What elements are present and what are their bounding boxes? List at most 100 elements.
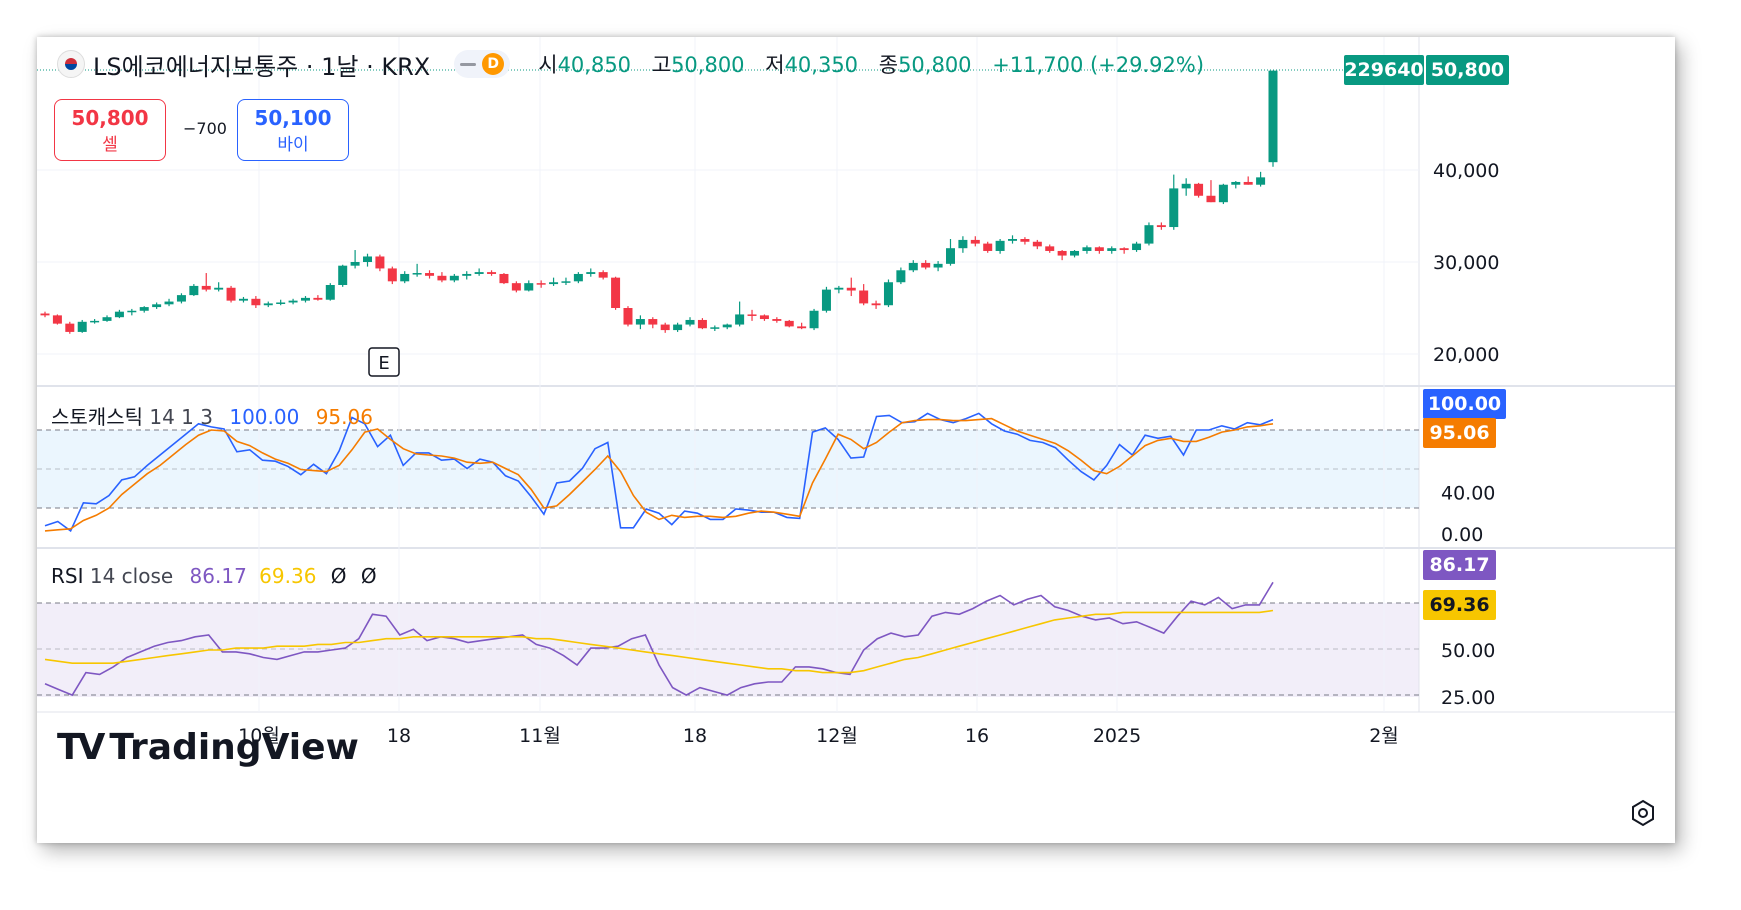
stoch-params: 14 1 3 (149, 405, 213, 429)
time-tick-label: 16 (965, 725, 989, 747)
candle-body (598, 272, 608, 278)
candle-body (859, 290, 869, 304)
candle-body (1206, 195, 1216, 203)
candle-body (387, 268, 397, 282)
candle-body (710, 327, 720, 329)
candle-body (673, 324, 683, 331)
candle-body (735, 314, 745, 325)
candle-body (809, 310, 819, 329)
sell-button[interactable]: 50,800 셀 (54, 99, 166, 161)
collapse-icon (460, 62, 477, 66)
stoch-k-tag: 100.00 (1423, 389, 1506, 419)
candle-body (201, 285, 211, 290)
open-label: 시 (538, 53, 558, 77)
candle-body (995, 240, 1005, 251)
price-tick-label: 40,000 (1433, 160, 1499, 182)
candle-body (1045, 246, 1055, 251)
candle-body (635, 319, 645, 325)
close-value: 50,800 (898, 53, 972, 77)
candle-body (276, 302, 286, 304)
time-tick-label: 12월 (816, 725, 858, 747)
candle-body (722, 324, 732, 328)
symbol-title[interactable]: LS에코에너지보통주 · 1날 · KRX (93, 52, 431, 81)
candle-body (325, 285, 335, 300)
candle-body (40, 313, 50, 316)
candle-body (1169, 188, 1179, 228)
buy-button[interactable]: 50,100 바이 (237, 99, 349, 161)
candle-body (660, 324, 670, 331)
low-value: 40,350 (784, 53, 859, 77)
rsi-ma-line (44, 609, 1274, 674)
rsi-ma-value: 69.36 (259, 564, 317, 588)
interval-pill[interactable]: D (454, 50, 511, 78)
candle-body (189, 285, 199, 296)
rsi-extra-1: Ø (330, 564, 347, 588)
event-marker-label: E (378, 353, 389, 374)
candle-body (288, 300, 298, 303)
candle-body (784, 320, 794, 327)
time-tick-label: 10월 (238, 725, 280, 747)
gear-icon[interactable] (1629, 799, 1657, 827)
candle-body (896, 270, 906, 283)
rsi-label: RSI (51, 564, 84, 588)
candle-body (363, 256, 373, 262)
candle-body (1070, 250, 1080, 256)
candle-body (561, 281, 571, 283)
candle-body (1032, 241, 1042, 247)
rsi-tag: 86.17 (1423, 550, 1496, 580)
candle-body (573, 273, 583, 282)
candle-body (648, 319, 658, 325)
candle-body (313, 297, 323, 300)
candle-body (375, 256, 385, 269)
open-value: 40,850 (557, 53, 632, 77)
candle-body (685, 319, 695, 325)
candle-body (1156, 225, 1166, 228)
korea-flag-icon (57, 50, 85, 78)
candle-body (152, 304, 162, 308)
stoch-d-line (44, 417, 1274, 532)
low-label: 저 (765, 53, 785, 77)
tradingview-wordmark: TradingView (109, 727, 359, 768)
candle-body (611, 277, 621, 308)
candle-body (958, 239, 968, 249)
candle-body (1243, 181, 1253, 185)
candle-body (412, 273, 422, 275)
last-price-tag: 50,800 (1426, 55, 1509, 85)
rsi-tick-label: 25.00 (1441, 687, 1495, 709)
candle-body (908, 262, 918, 271)
candle-body (127, 310, 137, 313)
candle-body (1057, 250, 1067, 256)
candle-body (487, 272, 497, 274)
candle-body (1268, 70, 1278, 163)
candle-body (1194, 183, 1204, 196)
stoch-tick-label: 0.00 (1441, 524, 1483, 546)
chart-header: LS에코에너지보통주 · 1날 · KRX D 시40,850 고50,800 … (57, 49, 1218, 81)
candle-body (1132, 243, 1142, 251)
candle-body (300, 297, 310, 301)
rsi-ma-tag: 69.36 (1423, 590, 1496, 620)
stoch-k-line (44, 412, 1274, 533)
rsi-params: 14 close (89, 564, 174, 588)
chart-window: 40,00030,00020,00040.000.0075.0050.0025.… (37, 37, 1675, 843)
candle-body (238, 298, 248, 301)
candle-body (883, 282, 893, 306)
candle-body (338, 265, 348, 285)
rsi-line (44, 581, 1274, 697)
candle-body (747, 314, 757, 316)
stoch-legend[interactable]: 스토캐스틱 14 1 3 100.00 95.06 (51, 401, 373, 430)
candle-body (970, 239, 980, 244)
candle-body (1008, 239, 1018, 241)
candle-body (139, 307, 149, 311)
candle-body (772, 319, 782, 321)
rsi-legend[interactable]: RSI 14 close 86.17 69.36 Ø Ø (51, 564, 377, 588)
interval-badge: D (482, 53, 505, 75)
chart-canvas[interactable]: 40,00030,00020,00040.000.0075.0050.0025.… (37, 37, 1675, 843)
candle-body (821, 289, 831, 311)
candle-body (449, 275, 459, 281)
candle-body (102, 317, 112, 321)
candle-body (1218, 184, 1228, 203)
candle-body (90, 320, 100, 323)
event-marker[interactable] (368, 347, 400, 377)
candle-body (214, 287, 224, 290)
rsi-extra-2: Ø (360, 564, 377, 588)
